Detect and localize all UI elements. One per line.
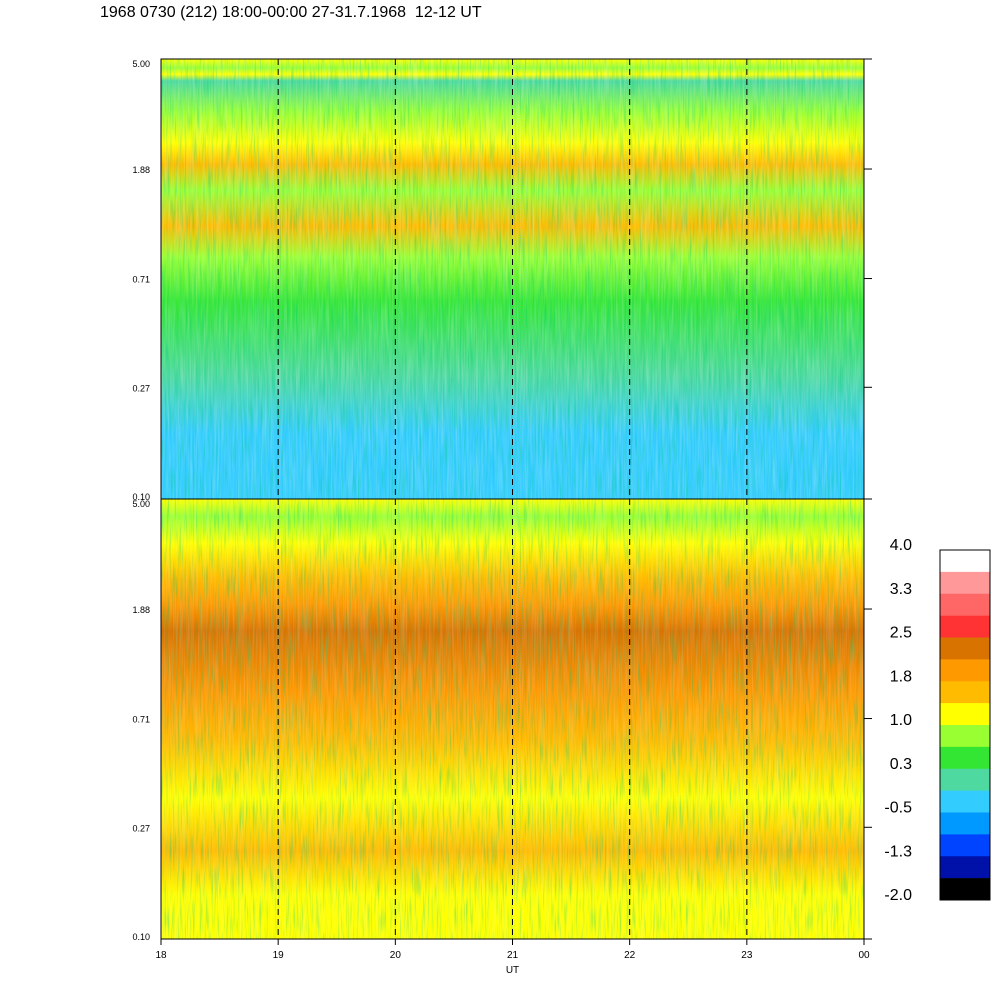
colorbar: 4.0 3.3 2.5 1.8 1.0 0.3 -0.5 -1.3 -2.0 (884, 537, 991, 904)
x-tick-label: 19 (273, 950, 285, 961)
x-tick-label: 00 (858, 950, 870, 961)
colorbar-swatch (940, 659, 990, 682)
colorbar-label: 1.8 (890, 668, 912, 685)
colorbar-label: -1.3 (884, 843, 912, 860)
page-title: 1968 0730 (212) 18:00-00:00 27-31.7.1968… (100, 4, 482, 21)
colorbar-label: 1.0 (890, 712, 912, 729)
y-tick-label: 0.71 (132, 275, 150, 285)
colorbar-label: -2.0 (884, 887, 912, 904)
colorbar-swatch (940, 615, 990, 638)
colorbar-swatch (940, 834, 990, 857)
colorbar-swatch (940, 746, 990, 770)
y-tick-label: 0.27 (132, 823, 150, 833)
colorbar-frame (939, 549, 991, 901)
colorbar-swatch (940, 790, 990, 813)
x-tick-label: 20 (390, 950, 402, 961)
colorbar-swatch (940, 703, 990, 726)
y-tick-label: 5.00 (132, 499, 150, 509)
y-tick-label: 0.10 (132, 932, 150, 942)
colorbar-swatch (940, 593, 990, 616)
colorbar-swatch (940, 637, 990, 660)
y-tick-label: 1.88 (132, 165, 150, 175)
colorbar-swatch (940, 812, 990, 835)
upper-spectrogram-panel: 5.00 1.88 0.71 0.27 0.10 (132, 58, 872, 502)
colorbar-swatch (940, 681, 990, 704)
colorbar-label: 4.0 (890, 537, 912, 554)
lower-spectrogram-panel: 5.00 1.88 0.71 0.27 0.10 18 19 20 21 22 23 00 UT (132, 498, 872, 976)
x-tick-label: 23 (741, 950, 753, 961)
colorbar-swatch (940, 550, 990, 573)
y-tick-label: 0.27 (132, 383, 150, 393)
x-tick-label: 22 (624, 950, 636, 961)
y-tick-label: 0.10 (132, 492, 150, 502)
y-tick-label: 1.88 (132, 605, 150, 615)
colorbar-swatch (940, 878, 990, 901)
colorbar-label: 0.3 (890, 756, 912, 773)
colorbar-label: 3.3 (890, 581, 912, 598)
y-tick-label: 0.71 (132, 715, 150, 725)
colorbar-swatch (940, 856, 990, 879)
x-axis-label: UT (506, 965, 519, 976)
y-tick-label: 5.00 (132, 59, 150, 69)
colorbar-label: -0.5 (884, 800, 912, 817)
colorbar-swatch (940, 725, 990, 748)
colorbar-label: 2.5 (890, 625, 912, 642)
x-tick-label: 18 (155, 950, 167, 961)
x-tick-label: 21 (507, 950, 519, 961)
colorbar-swatch (940, 571, 990, 595)
colorbar-swatch (940, 768, 990, 791)
